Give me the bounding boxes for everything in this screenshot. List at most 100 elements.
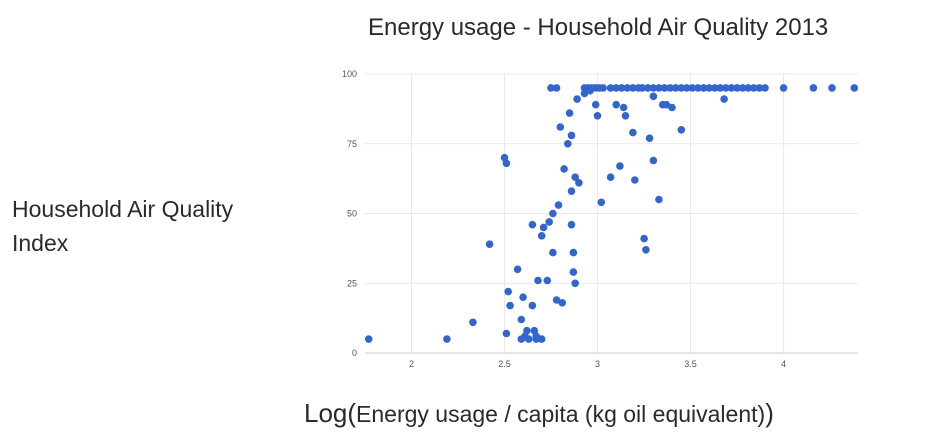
data-point xyxy=(565,109,574,117)
data-point xyxy=(668,103,676,112)
y-tick-label: 75 xyxy=(347,139,357,149)
data-point xyxy=(655,195,663,204)
data-point xyxy=(850,84,859,92)
data-point xyxy=(537,335,546,343)
data-point xyxy=(571,279,579,288)
data-point xyxy=(547,84,555,92)
x-tick-label: 4 xyxy=(781,359,786,369)
data-point xyxy=(573,95,581,103)
data-point xyxy=(612,100,620,109)
data-point xyxy=(722,84,730,92)
data-point xyxy=(645,134,654,142)
y-tick-label: 50 xyxy=(347,209,357,219)
data-point xyxy=(545,218,553,226)
data-point xyxy=(513,265,522,274)
data-point xyxy=(364,335,373,343)
grid-lines xyxy=(365,73,858,354)
data-point xyxy=(567,220,576,229)
data-point xyxy=(485,240,494,248)
data-point xyxy=(738,84,747,92)
data-point xyxy=(649,156,658,165)
data-point xyxy=(671,84,680,92)
data-point xyxy=(727,84,736,92)
data-point xyxy=(612,84,620,92)
x-tick-label: 2.5 xyxy=(498,359,511,369)
data-point xyxy=(569,248,578,257)
data-point xyxy=(517,315,526,324)
data-point xyxy=(750,84,758,92)
data-points xyxy=(364,84,859,343)
data-point xyxy=(649,92,658,101)
data-point xyxy=(504,287,512,296)
data-point xyxy=(560,165,568,173)
data-point xyxy=(655,84,663,92)
y-tick-label: 0 xyxy=(352,348,357,358)
data-point xyxy=(642,246,650,254)
data-point xyxy=(532,335,540,343)
data-point xyxy=(549,248,557,257)
data-point xyxy=(502,329,511,338)
data-point xyxy=(528,220,537,229)
tick-labels: 0 25 50 75 100 2 2.5 3 3.5 4 xyxy=(342,69,786,369)
data-point xyxy=(705,84,713,92)
data-point xyxy=(761,84,769,92)
x-axis-label-suffix: ) xyxy=(765,398,774,428)
y-axis-label-line-1: Household Air Quality xyxy=(12,196,234,222)
data-point xyxy=(699,84,708,92)
data-point xyxy=(828,84,836,92)
data-point xyxy=(666,84,674,92)
x-axis-label-prefix: Log( xyxy=(304,398,357,428)
data-point xyxy=(649,84,658,92)
data-point xyxy=(660,84,669,92)
data-point xyxy=(683,84,691,92)
data-point xyxy=(537,232,546,240)
data-point xyxy=(564,140,572,148)
y-tick-label: 100 xyxy=(342,69,357,79)
data-point xyxy=(519,293,527,302)
data-point xyxy=(502,159,511,168)
data-point xyxy=(549,209,557,218)
data-point xyxy=(644,84,652,92)
data-point xyxy=(629,128,637,137)
y-axis-label: Household Air Quality Index xyxy=(12,192,233,260)
data-point xyxy=(569,268,578,276)
x-tick-label: 3.5 xyxy=(684,359,697,369)
x-tick-label: 2 xyxy=(409,359,414,369)
x-axis-label: Log(Energy usage / capita (kg oil equiva… xyxy=(304,398,774,429)
x-axis-label-text: Energy usage / capita (kg oil equivalent… xyxy=(356,401,766,427)
data-point xyxy=(623,84,632,92)
x-tick-label: 3 xyxy=(595,359,600,369)
data-point xyxy=(677,84,686,92)
data-point xyxy=(688,84,697,92)
data-point xyxy=(552,296,561,304)
data-point xyxy=(606,173,615,181)
data-point xyxy=(599,84,607,92)
data-point xyxy=(711,84,719,92)
data-point xyxy=(506,301,514,310)
data-point xyxy=(809,84,818,92)
data-point xyxy=(556,123,565,131)
data-point xyxy=(744,84,752,92)
data-point xyxy=(617,84,626,92)
data-point xyxy=(567,131,576,140)
data-point xyxy=(621,112,630,120)
data-point xyxy=(575,179,583,187)
data-point xyxy=(733,84,741,92)
data-point xyxy=(539,223,548,232)
data-point xyxy=(443,335,451,343)
data-point xyxy=(629,84,637,92)
data-point xyxy=(558,299,566,307)
data-point xyxy=(638,84,646,92)
data-point xyxy=(593,112,602,120)
data-point xyxy=(571,173,579,181)
data-point xyxy=(524,335,533,343)
data-point xyxy=(528,301,537,310)
y-axis-label-line-2: Index xyxy=(12,230,69,256)
data-point xyxy=(469,318,477,327)
data-point xyxy=(567,187,576,195)
data-point xyxy=(716,84,725,92)
data-point xyxy=(597,198,606,207)
data-point xyxy=(543,276,552,285)
data-point xyxy=(694,84,702,92)
